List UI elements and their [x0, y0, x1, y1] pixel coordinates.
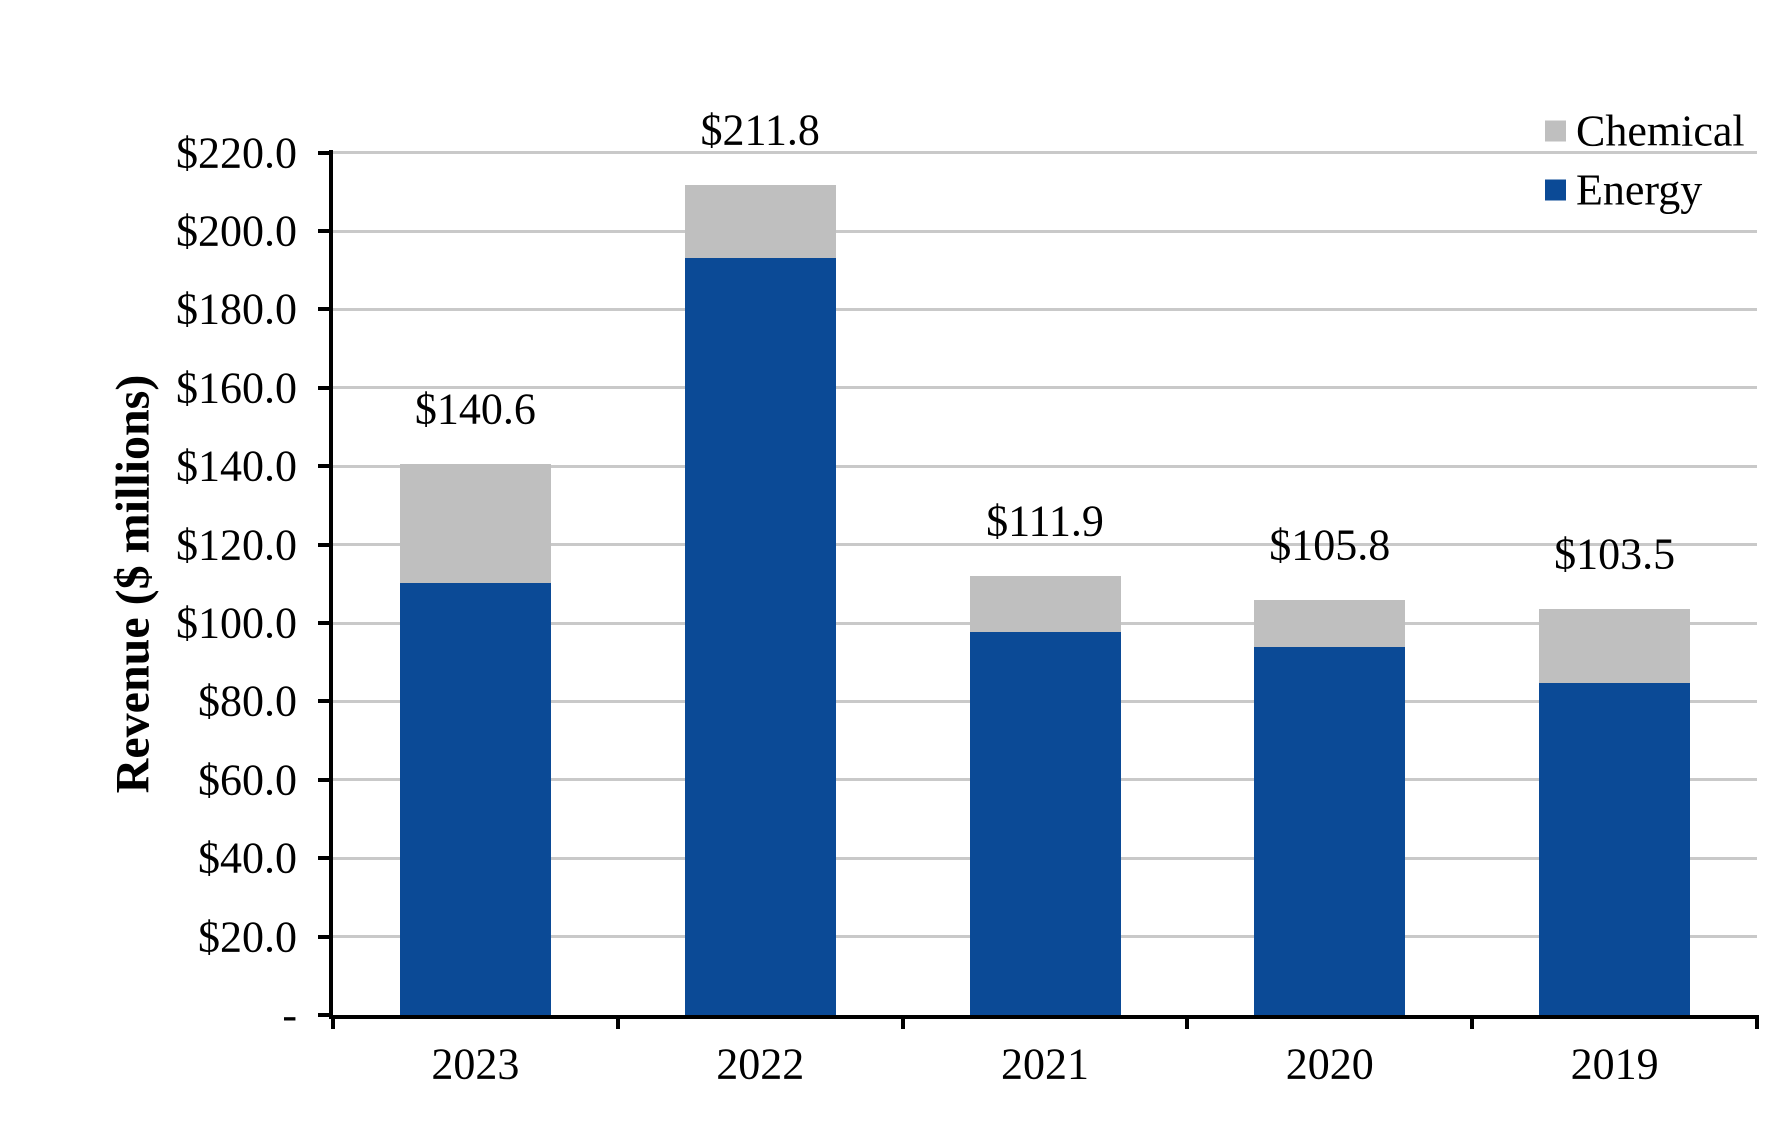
- x-tick-label: 2021: [1001, 1039, 1089, 1089]
- y-tick-mark: [318, 621, 333, 625]
- bar-2020-chemical: [1254, 600, 1406, 647]
- bar-2020-energy: [1254, 646, 1406, 1015]
- bar-2022-energy: [684, 257, 836, 1015]
- y-axis-line: [329, 150, 333, 1019]
- x-tick-mark: [331, 1015, 335, 1029]
- y-tick-mark: [318, 385, 333, 390]
- data-label: $111.9: [986, 496, 1104, 546]
- bar-2021-chemical: [969, 576, 1121, 632]
- y-axis-title: Revenue ($ millions): [106, 374, 160, 794]
- y-tick-mark: [318, 856, 333, 861]
- data-label: $211.8: [700, 105, 820, 155]
- y-tick-label: $20.0: [198, 912, 297, 962]
- y-tick-mark: [318, 934, 333, 939]
- legend-label-chemical: Chemical: [1576, 106, 1745, 156]
- x-tick-mark: [1755, 1015, 1759, 1029]
- y-tick-label: $200.0: [176, 206, 297, 256]
- data-label: $103.5: [1554, 529, 1676, 579]
- y-tick-mark: [318, 699, 333, 704]
- x-tick-mark: [615, 1015, 620, 1029]
- y-tick-label: $100.0: [176, 598, 297, 648]
- y-tick-mark: [318, 542, 333, 547]
- chemical-swatch-icon: [1545, 120, 1566, 142]
- gridline: [333, 307, 1757, 311]
- bar-2019-chemical: [1539, 609, 1691, 683]
- data-label: $140.6: [414, 384, 536, 434]
- gridline: [333, 229, 1757, 233]
- legend: Chemical Energy: [1545, 0, 1775, 230]
- y-tick-label: $60.0: [198, 755, 297, 805]
- x-axis-line: [329, 1015, 1757, 1019]
- legend-entry-chemical: Chemical: [1545, 106, 1745, 157]
- y-tick-mark: [318, 777, 333, 782]
- legend-entry-energy: Energy: [1545, 165, 1702, 216]
- y-tick-label: $180.0: [176, 284, 297, 334]
- y-tick-mark: [318, 229, 333, 233]
- y-tick-mark: [318, 307, 333, 312]
- gridline: [333, 464, 1757, 468]
- data-label: $105.8: [1269, 520, 1391, 570]
- y-tick-label: $140.0: [176, 441, 297, 491]
- y-tick-label: $120.0: [176, 520, 297, 570]
- bar-2023-chemical: [399, 463, 551, 584]
- gridline: [333, 386, 1757, 390]
- x-tick-label: 2020: [1285, 1039, 1374, 1089]
- energy-swatch-icon: [1545, 179, 1566, 201]
- x-tick-label: 2019: [1570, 1039, 1659, 1089]
- y-tick-label: -: [282, 990, 297, 1040]
- y-tick-label: $40.0: [198, 833, 297, 883]
- bar-2022-chemical: [684, 184, 836, 258]
- x-tick-mark: [900, 1015, 905, 1029]
- y-tick-mark: [318, 150, 333, 155]
- y-tick-mark: [318, 464, 333, 469]
- gridline: [333, 543, 1757, 547]
- bar-2021-energy: [969, 632, 1121, 1015]
- x-tick-label: 2023: [431, 1039, 520, 1089]
- bar-2023-energy: [399, 583, 551, 1015]
- x-tick-mark: [1185, 1015, 1190, 1029]
- gridline: [333, 151, 1757, 155]
- x-tick-label: 2022: [716, 1039, 805, 1089]
- y-tick-label: $80.0: [198, 676, 297, 726]
- x-tick-mark: [1470, 1015, 1475, 1029]
- y-tick-label: $220.0: [176, 128, 297, 178]
- y-tick-mark: [318, 1013, 333, 1017]
- bar-2019-energy: [1539, 682, 1691, 1015]
- legend-label-energy: Energy: [1576, 165, 1703, 215]
- y-tick-label: $160.0: [176, 363, 297, 413]
